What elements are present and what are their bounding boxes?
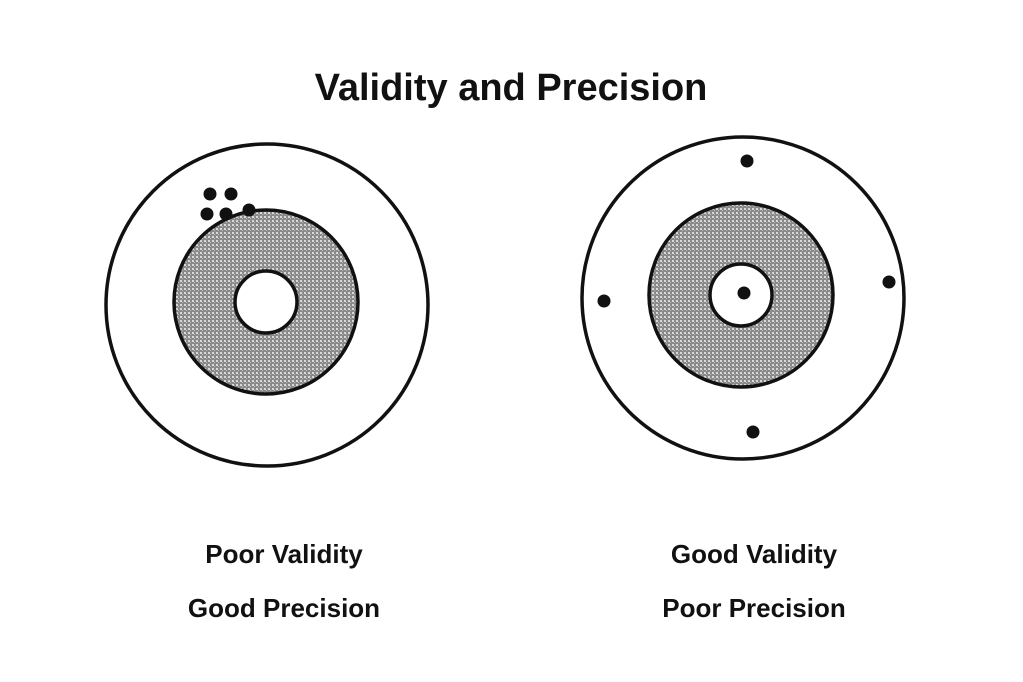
validity-label: Good Validity bbox=[671, 539, 838, 569]
precision-label: Good Precision bbox=[188, 593, 380, 623]
target-right bbox=[580, 135, 906, 461]
precision-label: Poor Precision bbox=[662, 593, 846, 623]
validity-label: Poor Validity bbox=[205, 539, 363, 569]
title: Validity and Precision bbox=[315, 67, 708, 109]
target-left bbox=[104, 142, 430, 468]
